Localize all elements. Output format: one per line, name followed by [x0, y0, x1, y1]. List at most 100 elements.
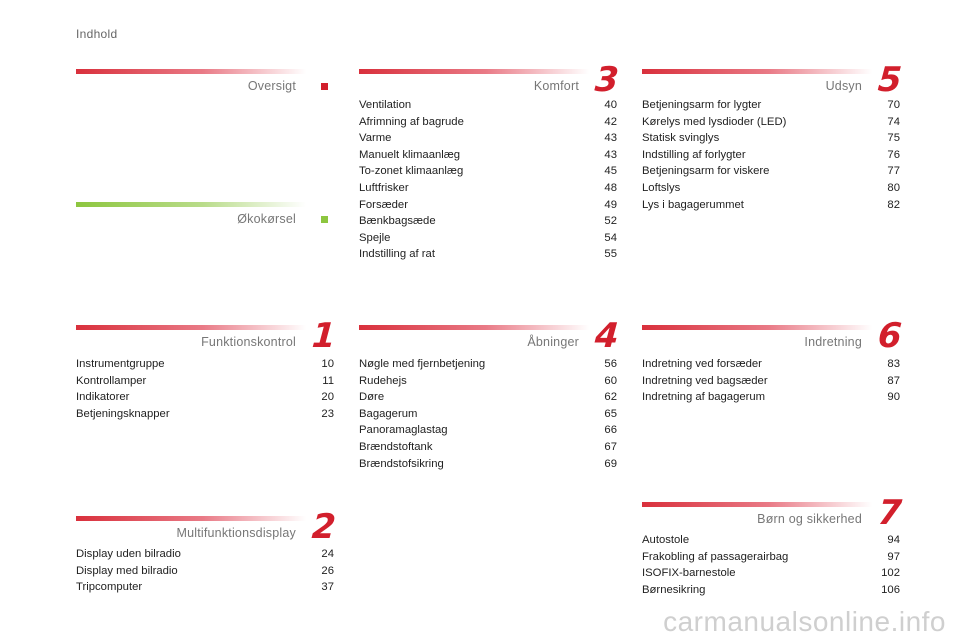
toc-entry-label: Tripcomputer [76, 581, 143, 594]
section-bar [359, 69, 589, 74]
toc-list: Ventilation 40 Afrimning af bagrude 42 Varme… [359, 97, 617, 263]
toc-entry-page: 82 [887, 198, 900, 211]
toc-entry[interactable]: Bagagerum 65 [359, 406, 617, 423]
toc-list: Display uden bilradio 24 Display med bilra… [76, 546, 334, 596]
toc-entry-label: Indretning af bagagerum [642, 391, 766, 404]
toc-entry-label: Nøgle med fjernbetjening [359, 358, 486, 370]
toc-list: Betjeningsarm for lygter 70 Kørelys med ly… [642, 97, 900, 213]
toc-entry-page: 45 [604, 165, 617, 178]
section-number: 4 [593, 316, 621, 356]
section-title: Multifunktionsdisplay [176, 526, 296, 540]
toc-entry[interactable]: Statisk svinglys 75 [642, 130, 900, 147]
toc-entry[interactable]: Loftslys 80 [642, 180, 900, 197]
toc-entry-page: 76 [887, 148, 900, 161]
toc-entry[interactable]: Autostole 94 [642, 532, 900, 549]
toc-entry-page: 26 [321, 564, 334, 577]
toc-entry-label: Betjeningsarm for viskere [642, 165, 770, 178]
toc-entry[interactable]: Indretning af bagagerum 90 [642, 389, 900, 406]
section-number: 5 [876, 60, 904, 100]
section-bar [359, 325, 589, 330]
toc-entry-label: Display med bilradio [76, 564, 178, 577]
toc-entry-label: Døre [359, 391, 385, 404]
toc-entry[interactable]: Døre 62 [359, 389, 617, 406]
toc-entry-page: 55 [604, 248, 617, 261]
toc-entry[interactable]: Lys i bagagerummet 82 [642, 197, 900, 214]
toc-entry-page: 83 [887, 358, 900, 370]
section-title: Åbninger [527, 335, 579, 349]
section-bar [76, 69, 306, 74]
toc-entry-page: 97 [887, 550, 900, 563]
toc-entry-label: Ventilation [359, 99, 412, 111]
toc-entry[interactable]: Betjeningsarm for lygter 70 [642, 97, 900, 114]
toc-entry-page: 43 [604, 148, 617, 161]
toc-list: Autostole 94 Frakobling af passagerairbag 9… [642, 532, 900, 598]
toc-entry-label: Manuelt klimaanlæg [359, 148, 461, 161]
toc-entry[interactable]: Kørelys med lysdioder (LED) 74 [642, 114, 900, 131]
toc-entry[interactable]: Forsæder 49 [359, 197, 617, 214]
toc-entry-page: 10 [321, 358, 334, 370]
section-bar [642, 69, 872, 74]
toc-entry[interactable]: Bænkbagsæde 52 [359, 213, 617, 230]
toc-entry[interactable]: Manuelt klimaanlæg 43 [359, 147, 617, 164]
toc-entry-label: Instrumentgruppe [76, 358, 165, 370]
toc-entry-page: 43 [604, 132, 617, 145]
toc-entry-page: 49 [604, 198, 617, 211]
toc-entry-label: Indstilling af rat [359, 248, 435, 261]
toc-entry-label: Lys i bagagerummet [642, 198, 744, 211]
toc-entry-label: Børnesikring [642, 583, 706, 596]
toc-entry[interactable]: Brændstofsikring 69 [359, 456, 617, 473]
toc-entry-label: Betjeningsknapper [76, 407, 170, 420]
toc-entry-page: 75 [887, 132, 900, 145]
toc-entry[interactable]: To-zonet klimaanlæg 45 [359, 163, 617, 180]
section-bar [76, 325, 306, 330]
toc-entry-page: 70 [887, 99, 900, 111]
toc-entry[interactable]: Indikatorer 20 [76, 389, 334, 406]
toc-entry[interactable]: Ventilation 40 [359, 97, 617, 114]
toc-entry[interactable]: Indretning ved bagsæder 87 [642, 373, 900, 390]
section-title: Udsyn [825, 79, 862, 93]
toc-entry-label: Brændstofsikring [359, 457, 444, 470]
toc-entry-page: 80 [887, 181, 900, 194]
toc-entry[interactable]: Instrumentgruppe 10 [76, 356, 334, 373]
toc-entry[interactable]: Indstilling af forlygter 76 [642, 147, 900, 164]
toc-entry[interactable]: Børnesikring 106 [642, 582, 900, 599]
toc-entry-label: Indretning ved bagsæder [642, 374, 768, 387]
toc-entry[interactable]: Indstilling af rat 55 [359, 246, 617, 263]
toc-entry[interactable]: Tripcomputer 37 [76, 579, 334, 596]
toc-entry[interactable]: Display med bilradio 26 [76, 563, 334, 580]
section-number: 6 [876, 316, 904, 356]
toc-entry[interactable]: Afrimning af bagrude 42 [359, 114, 617, 131]
toc-entry[interactable]: Panoramaglastag 66 [359, 422, 617, 439]
toc-entry-page: 87 [887, 374, 900, 387]
toc-entry-label: ISOFIX-barnestole [642, 567, 736, 580]
toc-entry-page: 60 [604, 374, 617, 387]
toc-entry-page: 77 [887, 165, 900, 178]
toc-entry-page: 37 [321, 581, 334, 594]
toc-entry[interactable]: Betjeningsarm for viskere 77 [642, 163, 900, 180]
toc-entry[interactable]: Rudehejs 60 [359, 373, 617, 390]
toc-entry[interactable]: Display uden bilradio 24 [76, 546, 334, 563]
section-title: Komfort [533, 79, 579, 93]
toc-entry-page: 102 [881, 567, 900, 580]
section-marker-icon [321, 83, 328, 90]
toc-entry-label: Kontrollamper [76, 374, 147, 387]
toc-entry-label: Statisk svinglys [642, 132, 720, 145]
toc-entry[interactable]: Brændstoftank 67 [359, 439, 617, 456]
toc-entry[interactable]: Kontrollamper 11 [76, 373, 334, 390]
toc-entry[interactable]: Luftfrisker 48 [359, 180, 617, 197]
toc-entry[interactable]: Frakobling af passagerairbag 97 [642, 549, 900, 566]
section-marker-icon [321, 216, 328, 223]
toc-entry-page: 48 [604, 181, 617, 194]
toc-entry[interactable]: Nøgle med fjernbetjening 56 [359, 356, 617, 373]
toc-entry[interactable]: Betjeningsknapper 23 [76, 406, 334, 423]
section-title: Funktionskontrol [201, 335, 296, 349]
toc-entry-page: 67 [604, 440, 617, 453]
toc-entry-page: 74 [887, 115, 900, 128]
toc-entry[interactable]: Indretning ved forsæder 83 [642, 356, 900, 373]
toc-list: Nøgle med fjernbetjening 56 Rudehejs 60 Døre… [359, 356, 617, 472]
toc-entry[interactable]: Varme 43 [359, 130, 617, 147]
toc-entry[interactable]: ISOFIX-barnestole 102 [642, 565, 900, 582]
section-bar [642, 502, 872, 507]
toc-entry[interactable]: Spejle 54 [359, 230, 617, 247]
toc-entry-label: Frakobling af passagerairbag [642, 550, 789, 563]
